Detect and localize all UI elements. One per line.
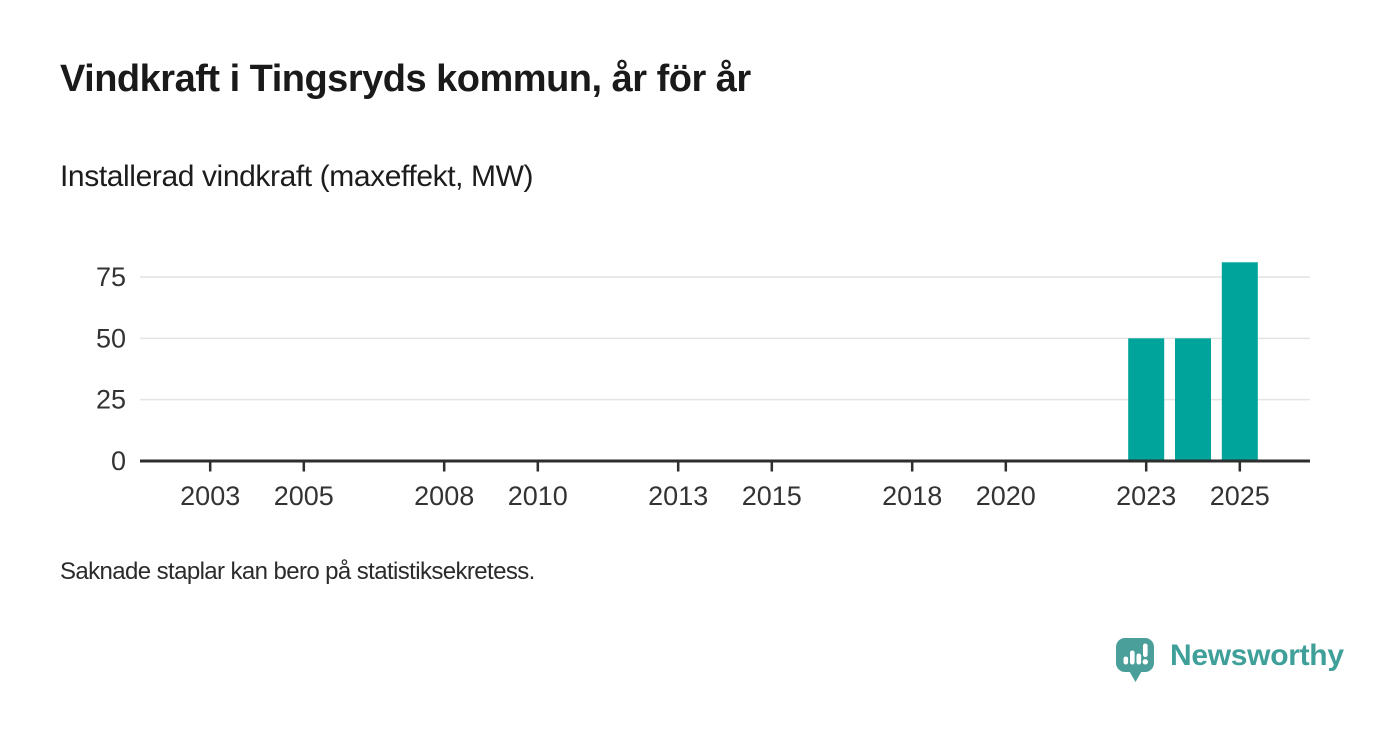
newsworthy-logo-text: Newsworthy (1170, 638, 1344, 672)
x-axis-tick-label: 2023 (1116, 481, 1176, 511)
x-axis-tick-label: 2013 (648, 481, 708, 511)
newsworthy-logo: Newsworthy (1115, 637, 1344, 684)
newsworthy-speech-bubble-bar-chart-icon (1116, 638, 1154, 682)
x-axis-tick-label: 2005 (274, 481, 334, 511)
y-axis-tick-label: 25 (96, 385, 126, 415)
y-axis-tick-label: 0 (111, 446, 126, 476)
bar-2024 (1175, 338, 1211, 461)
bar-2023 (1128, 338, 1165, 461)
x-axis-tick-label: 2010 (508, 481, 568, 511)
bar-chart-plot: 2003 2005 2008 2010 2013 2015 2018 2020 2023 2025… (96, 262, 1310, 511)
x-axis-tick-label: 2018 (882, 481, 942, 511)
x-axis-tick-label: 2020 (976, 481, 1036, 511)
chart-subtitle: Installerad vindkraft (maxeffekt, MW) (60, 160, 534, 193)
x-axis-tick-label: 2003 (180, 481, 240, 511)
chart-footnote: Saknade staplar kan bero på statistiksek… (60, 558, 535, 585)
bar-2025 (1221, 262, 1258, 461)
chart-title: Vindkraft i Tingsryds kommun, år för år (60, 58, 751, 100)
y-axis-tick-label: 75 (96, 262, 126, 292)
x-axis-tick-label: 2025 (1210, 481, 1270, 511)
x-axis-tick-label: 2008 (414, 481, 474, 511)
y-axis-tick-label: 50 (96, 323, 126, 353)
x-axis-tick-label: 2015 (742, 481, 802, 511)
